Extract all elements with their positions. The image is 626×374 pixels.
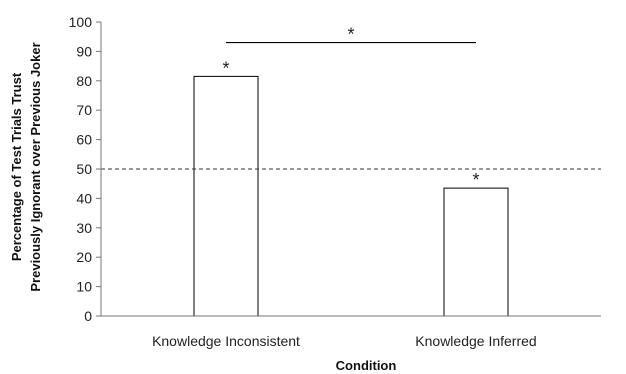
bars: ** — [193, 58, 509, 317]
y-tick-label: 90 — [76, 43, 92, 59]
y-tick-label: 60 — [76, 132, 92, 148]
y-tick-label: 0 — [84, 308, 92, 324]
x-axis-title: Condition — [336, 358, 397, 373]
y-tick-label: 80 — [76, 73, 92, 89]
x-category-label: Knowledge Inferred — [415, 333, 536, 349]
y-tick-label: 40 — [76, 190, 92, 206]
bar — [443, 187, 509, 317]
y-tick-labels: 0 10 20 30 40 50 60 70 80 90 100 — [69, 14, 93, 324]
category-labels: Knowledge Inconsistent Knowledge Inferred — [152, 333, 537, 349]
y-tick-label: 20 — [76, 249, 92, 265]
bar — [193, 75, 259, 317]
y-axis-title-line2: Previously Ignorant over Previous Joker — [28, 42, 43, 291]
axes — [96, 21, 601, 317]
significance-group: * — [226, 25, 476, 45]
bar-significance-star: * — [222, 58, 229, 78]
significance-bracket-star: * — [347, 25, 354, 45]
y-tick-label: 70 — [76, 102, 92, 118]
y-tick-label: 100 — [69, 14, 93, 30]
y-axis-title-line1: Percentage of Test Trials Trust — [9, 72, 24, 261]
x-category-label: Knowledge Inconsistent — [152, 333, 300, 349]
y-tick-label: 50 — [76, 161, 92, 177]
y-tick-label: 30 — [76, 220, 92, 236]
y-tick-label: 10 — [76, 279, 92, 295]
bar-significance-star: * — [472, 170, 479, 190]
